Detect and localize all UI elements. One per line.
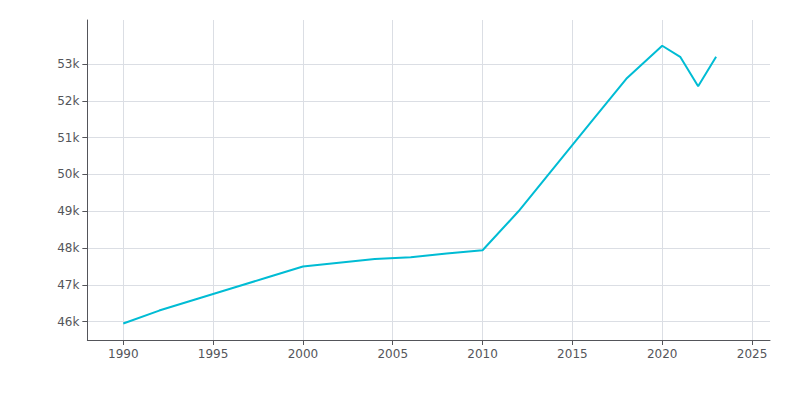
- svg-text:52k: 52k: [57, 94, 79, 108]
- svg-text:51k: 51k: [57, 131, 79, 145]
- svg-text:2005: 2005: [377, 347, 408, 361]
- svg-text:2015: 2015: [557, 347, 588, 361]
- svg-text:50k: 50k: [57, 167, 79, 181]
- svg-text:2025: 2025: [737, 347, 768, 361]
- svg-text:2000: 2000: [288, 347, 319, 361]
- svg-text:53k: 53k: [57, 57, 79, 71]
- svg-text:49k: 49k: [57, 204, 79, 218]
- svg-text:1990: 1990: [108, 347, 139, 361]
- svg-text:2010: 2010: [467, 347, 498, 361]
- svg-text:2020: 2020: [647, 347, 678, 361]
- svg-text:46k: 46k: [57, 315, 79, 329]
- svg-text:1995: 1995: [198, 347, 229, 361]
- svg-text:48k: 48k: [57, 241, 79, 255]
- svg-text:47k: 47k: [57, 278, 79, 292]
